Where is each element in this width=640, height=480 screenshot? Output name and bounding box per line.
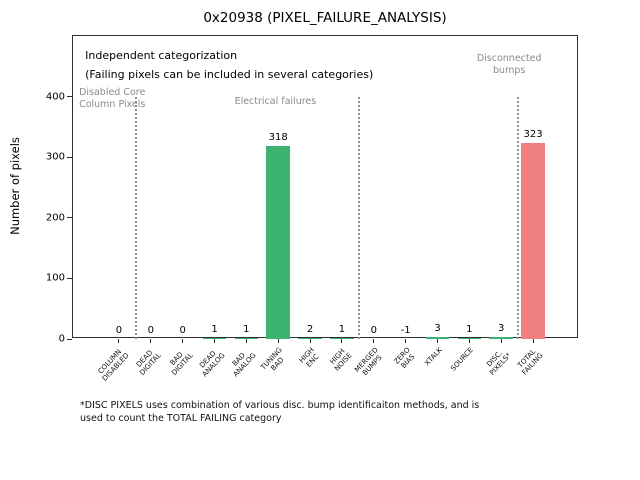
bar-value-label: 0	[147, 325, 154, 336]
plot-area: 0 COLUMN DISABLED 0 DEAD DIGITAL 0 BAD DIGITA…	[46, 35, 578, 383]
bar-value-label: 1	[243, 324, 250, 335]
annotation-section-disabled-core-column-pixels: Disabled Core Column Pixels	[79, 87, 146, 111]
x-tick	[118, 339, 120, 343]
y-tick-label: 100	[45, 272, 65, 284]
x-tick	[182, 339, 184, 343]
x-tick	[277, 339, 279, 343]
y-axis-label: Number of pixels	[8, 137, 22, 235]
section-separator-line	[134, 96, 137, 339]
x-tick	[150, 339, 152, 343]
x-tick	[309, 339, 311, 343]
bar-value-label: 3	[434, 323, 441, 335]
bar	[234, 338, 259, 339]
bar-value-label: 318	[268, 132, 288, 144]
x-tick-label: HIGH ENC	[297, 346, 321, 369]
annotation-independent-categorization: Independent categorization (Failing pixe…	[85, 49, 374, 81]
x-tick-label: TUNING BAD	[259, 346, 286, 373]
y-tick	[67, 338, 72, 340]
x-tick-label: DEAD ANALOG	[197, 349, 227, 379]
x-tick-label: COLUMN DISABLED	[96, 347, 131, 383]
bar-value-label: 323	[523, 129, 543, 141]
x-tick-label: BAD ANALOG	[231, 351, 259, 379]
bar	[457, 338, 482, 339]
bar-value-label: 1	[338, 324, 346, 335]
x-tick-label: ZERO BIAS	[392, 346, 417, 371]
x-tick	[341, 339, 343, 343]
x-tick-label: DEAD DIGITAL	[134, 348, 163, 377]
x-tick-label: HIGH NOISE	[328, 347, 354, 373]
x-tick	[437, 339, 438, 343]
x-tick	[214, 339, 215, 343]
bar	[298, 337, 322, 339]
bar-value-label: 1	[466, 324, 473, 335]
x-tick	[373, 339, 375, 343]
footnote: *DISC PIXELS uses combination of various…	[80, 400, 480, 424]
x-tick	[532, 339, 534, 343]
y-tick	[67, 277, 72, 279]
bar	[202, 338, 227, 339]
annotation-section-disconnected-bumps: Disconnected bumps	[476, 53, 542, 77]
bar	[330, 338, 354, 339]
section-separator-line	[517, 96, 520, 339]
bar-value-label: 3	[498, 323, 505, 335]
x-tick-label: MERGED BUMPS	[352, 346, 384, 378]
chart-title: 0x20938 (PIXEL_FAILURE_ANALYSIS)	[203, 10, 447, 26]
annotation-section-electrical-failures: Electrical failures	[234, 96, 317, 107]
section-separator-line	[357, 96, 360, 339]
x-tick-label: BAD DIGITAL	[168, 350, 195, 377]
x-tick	[500, 339, 502, 343]
bar	[521, 143, 545, 339]
y-tick	[67, 217, 72, 219]
bar	[489, 337, 513, 339]
x-tick-label: SOURCE	[449, 346, 476, 373]
bar-value-label: 0	[179, 325, 186, 336]
bar	[425, 337, 450, 339]
bar-value-label: 0	[370, 325, 377, 336]
y-tick-label: 200	[45, 212, 65, 224]
bar-value-label: 2	[306, 323, 314, 335]
x-tick	[405, 339, 407, 343]
x-tick-label: DISC. PIXELS*	[485, 349, 513, 377]
bar-value-label: 0	[115, 325, 123, 336]
x-tick-label: TOTAL FAILING	[516, 347, 545, 377]
bar-value-label: 1	[211, 324, 218, 335]
y-tick-label: 300	[45, 151, 65, 163]
bar	[266, 146, 290, 339]
y-tick-label: 400	[45, 91, 65, 103]
y-tick	[67, 156, 72, 158]
y-tick-label: 0	[58, 333, 65, 345]
x-tick-label: XTALK	[422, 346, 444, 368]
bar-value-label: -1	[400, 325, 411, 336]
y-tick	[67, 96, 72, 98]
x-tick	[245, 339, 247, 343]
x-tick	[468, 339, 470, 343]
